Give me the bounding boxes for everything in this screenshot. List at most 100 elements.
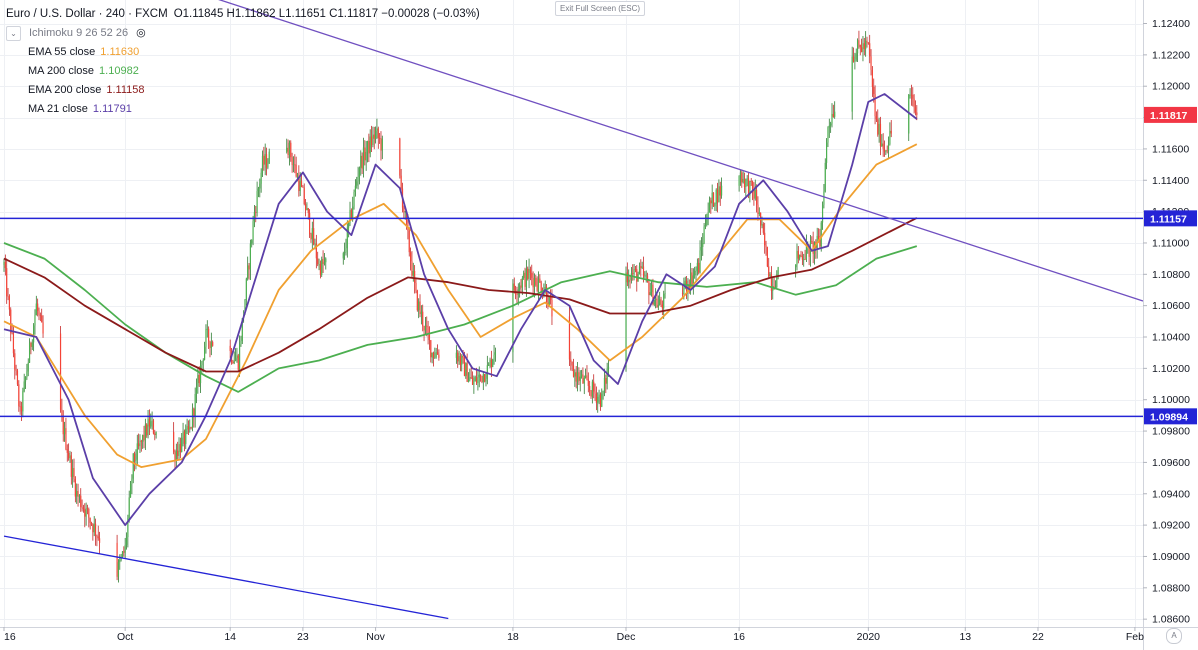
time-tick-label: 18 [507,631,519,643]
candle [346,220,348,258]
candle-body [797,250,799,259]
legend-ema55[interactable]: EMA 55 close 1.11630 [6,43,480,62]
candle-body [295,164,297,177]
candle-body [294,164,296,166]
candle-body [7,296,9,297]
candle-body [257,188,260,192]
price-axis[interactable]: 1.124001.122001.120001.118001.116001.114… [1143,0,1198,650]
legend-ma21[interactable]: MA 21 close 1.11791 [6,100,480,119]
ichimoku-row[interactable]: ⌄ Ichimoku 9 26 52 26 ◎ [6,24,480,43]
candle [253,205,256,228]
candle-body [150,421,152,427]
candle-body [304,204,307,211]
candle [535,274,537,287]
price-tick-label: 1.10800 [1152,269,1190,281]
candle-body [37,303,39,311]
candle-body [753,189,755,199]
candle-body [916,112,918,115]
candle [263,146,265,171]
candle-body [751,181,754,190]
candle-body [765,245,767,248]
candle [766,246,768,268]
candle [738,175,740,192]
candle-body [634,268,637,270]
candle-body [805,245,808,260]
candle [374,126,377,144]
candle-body [81,506,83,508]
candle [513,277,515,294]
candle-body [342,253,344,259]
candle-body [370,136,373,146]
auto-scale-button[interactable]: A [1166,628,1182,644]
candle [753,182,755,206]
candle-body [139,440,141,447]
candle-body [212,342,214,346]
candle-body [912,94,914,99]
candle-body [575,372,577,382]
candle-body [376,128,378,131]
legend-ma200[interactable]: MA 200 close 1.10982 [6,62,480,81]
candle-body [531,272,533,278]
candle [415,278,417,294]
candle-body [586,375,588,380]
candle [288,140,291,166]
candle [700,237,703,261]
candle-body [715,189,717,204]
eye-slash-icon[interactable]: ◎ [136,27,146,39]
candle-body [707,212,709,220]
candle [432,351,435,367]
series-line-ma-21-close[interactable] [3,93,918,526]
candle-body [595,393,597,403]
candle [237,353,239,372]
candle [580,369,583,379]
candle-body [866,40,868,43]
candle [434,347,436,359]
candle-body [455,352,457,358]
candle-body [356,181,358,186]
candle [34,309,36,335]
candle [776,270,778,288]
series-line-ema-55-close[interactable] [3,143,918,468]
candle-body [865,40,867,49]
chevron-down-icon[interactable]: ⌄ [6,26,21,41]
candle-body [873,86,875,95]
trend-line-0[interactable] [93,0,1144,302]
candle-body [189,427,191,430]
candle [300,174,303,188]
candle [88,507,90,528]
candle [349,201,351,226]
candle [586,365,588,381]
candle [475,367,478,386]
candle-body [875,116,878,120]
candle-body [578,372,580,381]
candle-body [186,426,188,429]
candle [628,269,630,289]
exit-fullscreen-button[interactable]: Exit Full Screen (ESC) [555,1,646,16]
candle-body [59,333,62,410]
series-line-ema-200-close[interactable] [3,217,918,373]
candle [23,373,25,393]
candle [154,429,156,441]
candle [181,432,183,453]
candle [319,260,321,279]
candle-body [140,440,142,442]
candle [80,488,82,512]
candle-body [535,278,537,285]
price-tick-label: 1.12400 [1152,18,1190,30]
candle-body [914,107,917,113]
legend-ema200[interactable]: EMA 200 close 1.11158 [6,81,480,100]
candle [187,420,190,436]
candle-body [195,386,198,394]
candle-body [766,247,768,267]
candle-body [261,155,264,173]
candle-body [874,94,876,117]
candle [489,357,491,369]
candle [135,449,137,470]
candle-body [296,175,299,177]
candle [741,169,743,188]
series-line-ma-200-close[interactable] [3,242,918,393]
trend-line-1[interactable] [3,535,449,620]
candle-body [423,326,425,331]
time-axis[interactable]: 16 Oct 14 23 Nov 18 Dec 16 2020 13 22 Feb [0,627,1198,650]
